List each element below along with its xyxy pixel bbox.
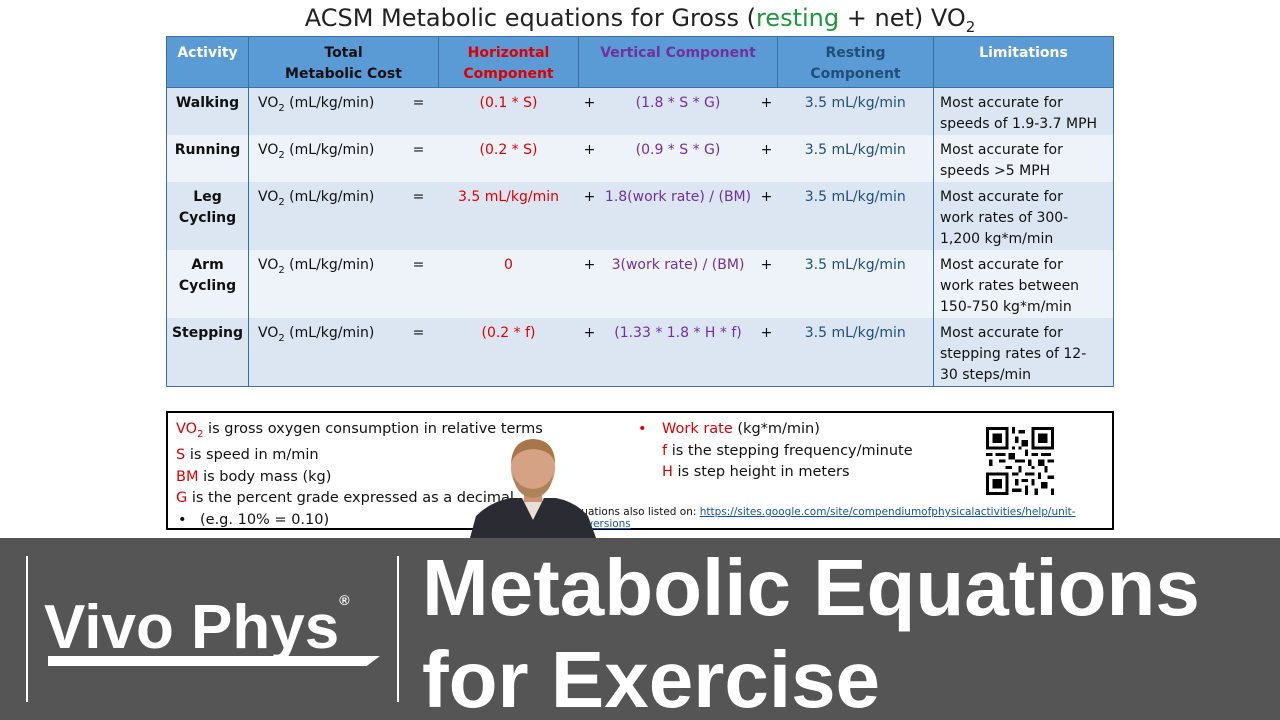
table-row: Leg Cycling VO2 (mL/kg/min) = 3.5 mL/kg/min +… [166, 182, 1114, 250]
legend-example: • (e.g. 10% = 0.10) [178, 511, 330, 528]
title-text-resting: resting [755, 4, 840, 32]
table-row: Running VO2 (mL/kg/min) = (0.2 * S) + (0.9 * … [166, 135, 1114, 182]
cell-equals: = [398, 135, 439, 182]
cell-equals: = [398, 87, 439, 135]
cell-plus: + [755, 135, 778, 182]
slide-title: ACSM Metabolic equations for Gross (rest… [0, 4, 1280, 36]
cell-limitations: Most accurate for speeds >5 MPH [933, 135, 1114, 182]
video-title: Metabolic Equations for Exercise [422, 543, 1200, 720]
cell-vertical: (1.8 * S * G) [600, 87, 756, 135]
vivo-phys-logo: Vivo Phys® [44, 568, 384, 698]
cell-equals: = [398, 318, 439, 387]
legend-right: • Work rate (kg*m/min) f is the stepping … [638, 419, 913, 484]
slide: ACSM Metabolic equations for Gross (rest… [0, 4, 1280, 538]
divider-left [26, 556, 28, 702]
table-row: Walking VO2 (mL/kg/min) = (0.1 * S) + (1.8 * … [166, 87, 1114, 135]
legend-work-rate: • Work rate (kg*m/min) [638, 421, 820, 437]
cell-total-cost: VO2 (mL/kg/min) [248, 87, 399, 135]
header-activity: Activity [166, 36, 249, 88]
cell-vertical: 1.8(work rate) / (BM) [600, 182, 756, 250]
presenter-webcam [470, 439, 596, 538]
cell-activity: Arm Cycling [166, 250, 249, 318]
cell-plus: + [578, 318, 601, 387]
cell-activity: Walking [166, 87, 249, 135]
cell-total-cost: VO2 (mL/kg/min) [248, 250, 399, 318]
header-horizontal-component: Horizontal Component [438, 36, 579, 88]
cell-plus: + [578, 135, 601, 182]
equations-link-line: Equations also listed on: https://sites.… [568, 506, 1076, 530]
legend-left: VO2 is gross oxygen consumption in relat… [176, 419, 543, 531]
header-total-metabolic-cost: Total Metabolic Cost [248, 36, 439, 88]
cell-vertical: 3(work rate) / (BM) [600, 250, 756, 318]
cell-resting: 3.5 mL/kg/min [777, 318, 934, 387]
cell-activity: Leg Cycling [166, 182, 249, 250]
table-header-row: Activity Total Metabolic Cost Horizontal C… [166, 36, 1114, 88]
cell-total-cost: VO2 (mL/kg/min) [248, 318, 399, 387]
cell-plus: + [755, 250, 778, 318]
qr-code-icon[interactable] [986, 427, 1054, 495]
cell-vertical: (1.33 * 1.8 * H * f) [600, 318, 756, 387]
cell-total-cost: VO2 (mL/kg/min) [248, 182, 399, 250]
cell-activity: Running [166, 135, 249, 182]
table-row: Stepping VO2 (mL/kg/min) = (0.2 * f) + (1.33 … [166, 318, 1114, 387]
legend-s: S is speed in m/min [176, 447, 319, 464]
title-subscript: 2 [965, 17, 976, 36]
cell-plus: + [755, 182, 778, 250]
cell-limitations: Most accurate for stepping rates of 12- 30… [933, 318, 1114, 387]
table-row: Arm Cycling VO2 (mL/kg/min) = 0 +3(work rate)… [166, 250, 1114, 318]
cell-plus: + [578, 87, 601, 135]
cell-plus: + [578, 182, 601, 250]
cell-resting: 3.5 mL/kg/min [777, 135, 934, 182]
legend-f: f is the stepping frequency/minute [662, 442, 913, 459]
logo-wordmark: Vivo Phys® [44, 592, 350, 662]
title-text-mid: + net) VO [839, 4, 966, 32]
divider-right [397, 556, 399, 702]
cell-equals: = [398, 250, 439, 318]
title-text-pre: ACSM Metabolic equations for Gross ( [304, 4, 756, 32]
legend-h: H is step height in meters [662, 464, 850, 480]
cell-vertical: (0.9 * S * G) [600, 135, 756, 182]
cell-horizontal: 3.5 mL/kg/min [438, 182, 579, 250]
cell-limitations: Most accurate for speeds of 1.9-3.7 MPH [933, 87, 1114, 135]
legend-vo2: VO2 is gross oxygen consumption in relat… [176, 421, 543, 440]
cell-total-cost: VO2 (mL/kg/min) [248, 135, 399, 182]
cell-horizontal: (0.1 * S) [438, 87, 579, 135]
cell-activity: Stepping [166, 318, 249, 387]
cell-resting: 3.5 mL/kg/min [777, 250, 934, 318]
cell-plus: + [755, 318, 778, 387]
header-vertical-component: Vertical Component [578, 36, 778, 88]
cell-horizontal: (0.2 * S) [438, 135, 579, 182]
cell-resting: 3.5 mL/kg/min [777, 87, 934, 135]
legend-bm: BM is body mass (kg) [176, 468, 332, 485]
cell-plus: + [578, 250, 601, 318]
cell-horizontal: 0 [438, 250, 579, 318]
legend-box: VO2 is gross oxygen consumption in relat… [166, 411, 1114, 530]
legend-g: G is the percent grade expressed as a de… [176, 490, 514, 507]
header-resting-component: Resting Component [777, 36, 934, 88]
equations-table: Activity Total Metabolic Cost Horizontal C… [166, 36, 1114, 387]
logo-underline [48, 656, 380, 666]
cell-horizontal: (0.2 * f) [438, 318, 579, 387]
cell-resting: 3.5 mL/kg/min [777, 182, 934, 250]
cell-limitations: Most accurate for work rates of 300- 1,200… [933, 182, 1114, 250]
cell-limitations: Most accurate for work rates between 150-7… [933, 250, 1114, 318]
title-banner: Vivo Phys® Metabolic Equations for Exerci… [0, 538, 1280, 720]
cell-equals: = [398, 182, 439, 250]
header-limitations: Limitations [933, 36, 1114, 88]
cell-plus: + [755, 87, 778, 135]
